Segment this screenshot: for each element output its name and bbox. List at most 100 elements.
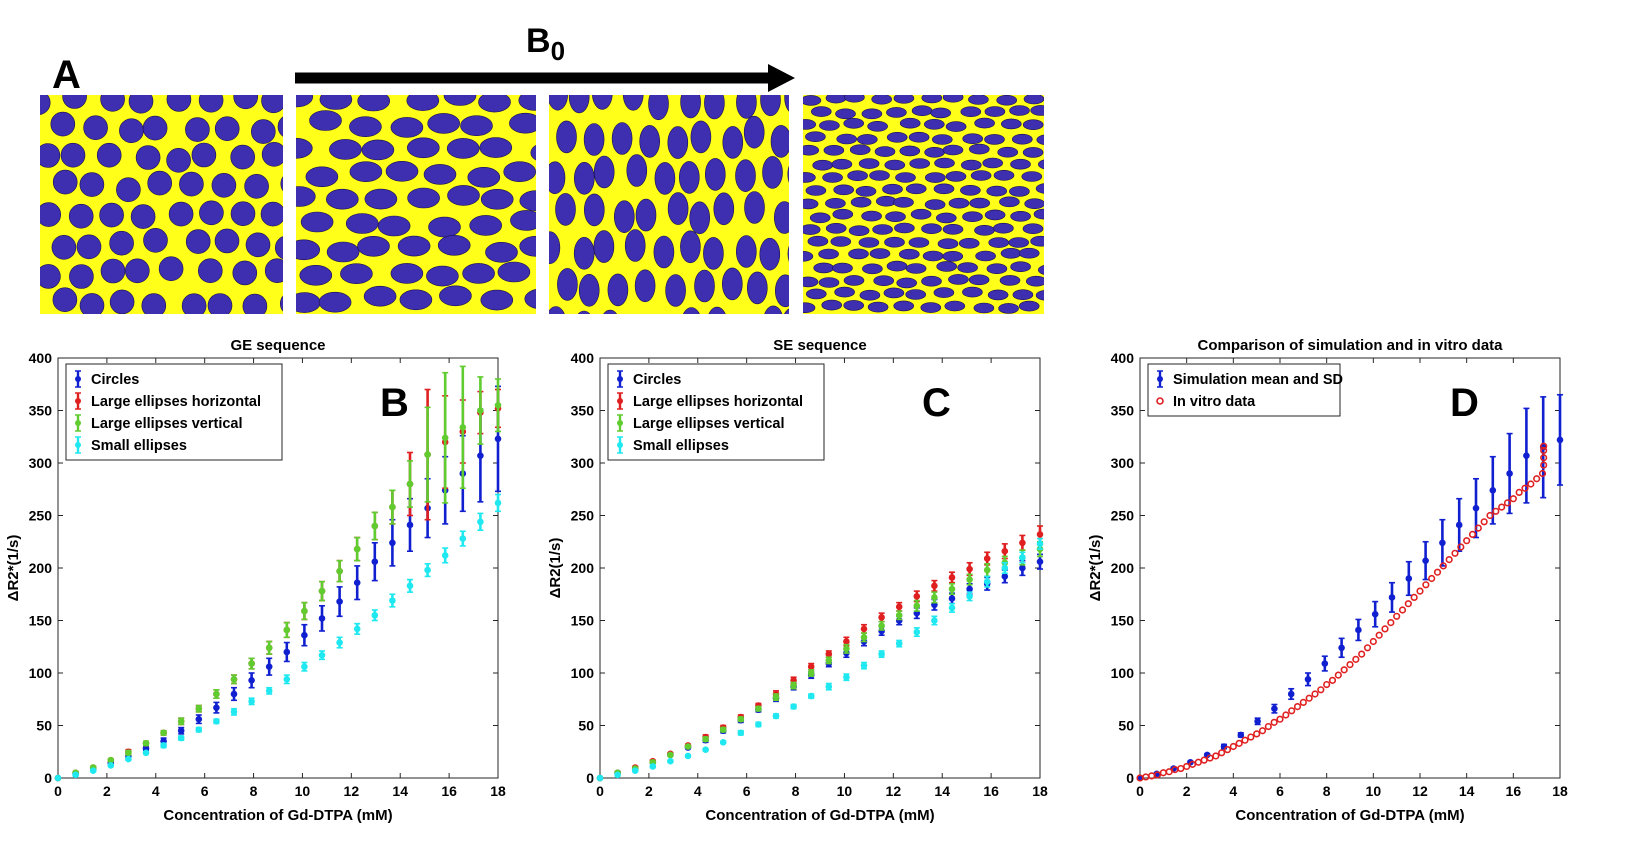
particle: [446, 138, 480, 159]
particle: [844, 95, 865, 103]
particle: [214, 228, 240, 254]
particle: [885, 211, 906, 222]
panel-label-c: C: [922, 381, 951, 425]
series-point: [702, 746, 709, 753]
particle: [986, 185, 1008, 197]
particle: [480, 289, 514, 311]
particle: [899, 117, 921, 129]
series-point: [807, 662, 815, 671]
data-point: [825, 657, 833, 664]
particle: [592, 95, 613, 110]
particle: [191, 142, 217, 168]
series-point: [336, 636, 343, 649]
series-point: [948, 571, 956, 584]
data-point: [494, 435, 502, 443]
series-point: [54, 774, 62, 782]
particle: [326, 241, 360, 263]
series-point: [441, 371, 449, 504]
data-point: [160, 742, 167, 749]
x-tick-label: 6: [1276, 783, 1284, 799]
data-point: [913, 628, 921, 636]
particle: [1018, 247, 1040, 259]
particle: [299, 264, 333, 286]
particle: [867, 301, 889, 313]
particle: [948, 197, 970, 209]
data-point: [424, 566, 431, 574]
data-point: [895, 611, 903, 619]
series-point: [353, 536, 361, 562]
data-point: [860, 634, 868, 641]
data-point: [125, 749, 132, 757]
y-tick-label: 250: [1111, 508, 1135, 524]
particle: [1030, 105, 1044, 116]
particle: [1038, 265, 1044, 275]
data-point: [1271, 705, 1278, 712]
geometry-panel-circles: [40, 95, 283, 314]
particle: [920, 302, 942, 313]
data-point: [195, 726, 203, 733]
chart-panel-c: SE sequence 0 2 4 6 8 10 12 14 16 18 0 50 100 150 200 25…: [547, 337, 1048, 824]
in-vitro-point: [1398, 606, 1407, 614]
particle: [1009, 186, 1030, 197]
particle: [924, 199, 946, 210]
particle: [999, 196, 1020, 208]
series-point: [283, 621, 291, 639]
data-point: [213, 704, 220, 711]
series-point: [142, 749, 150, 757]
series-point: [966, 561, 973, 577]
data-point: [459, 535, 467, 542]
legend-entry: Simulation mean and SD: [1157, 370, 1343, 388]
particle: [467, 167, 501, 188]
series-point: [843, 643, 850, 654]
particle: [1035, 290, 1044, 301]
legend-label: Simulation mean and SD: [1173, 372, 1343, 388]
data-point: [772, 693, 780, 701]
particle: [128, 95, 154, 114]
panel-label-a: A: [52, 53, 81, 97]
series-point: [1019, 551, 1026, 564]
panel-label-d: D: [1450, 381, 1479, 425]
data-point: [983, 578, 991, 585]
series-point: [195, 704, 203, 713]
particle: [873, 275, 895, 287]
particle: [962, 211, 983, 222]
particle: [648, 95, 669, 121]
particle: [199, 200, 224, 226]
in-vitro-point: [1387, 618, 1395, 627]
particle: [843, 118, 865, 129]
particle: [166, 95, 192, 112]
particle: [922, 250, 944, 262]
series-point: [301, 601, 308, 621]
x-tick-label: 12: [886, 783, 902, 799]
legend-label: Large ellipses vertical: [633, 416, 785, 432]
series-point: [336, 559, 343, 583]
particle: [936, 261, 958, 272]
legend-marker-icon: [617, 420, 623, 426]
particle: [478, 95, 511, 113]
x-tick-label: 4: [1229, 783, 1237, 799]
data-point: [755, 721, 762, 728]
data-point: [107, 756, 115, 764]
data-point: [336, 598, 343, 605]
series-point: [195, 726, 203, 733]
series-point: [213, 701, 220, 714]
particle: [744, 191, 765, 224]
series-point: [371, 609, 379, 622]
particle: [603, 309, 618, 314]
particle: [613, 200, 635, 233]
particle: [960, 185, 981, 196]
particle: [181, 293, 207, 314]
particle: [349, 161, 383, 182]
series-point: [371, 511, 379, 541]
x-tick-label: 0: [596, 783, 604, 799]
particle: [1026, 275, 1044, 287]
particle: [147, 170, 172, 196]
legend-marker-icon: [617, 442, 623, 448]
x-tick-label: 4: [694, 783, 702, 799]
field-label-main: B: [526, 22, 551, 60]
in-vitro-point: [1540, 446, 1548, 455]
series-point: [160, 742, 167, 749]
particle: [1024, 198, 1044, 209]
b0-field-arrow: B0: [295, 22, 795, 92]
data-point: [807, 692, 815, 700]
